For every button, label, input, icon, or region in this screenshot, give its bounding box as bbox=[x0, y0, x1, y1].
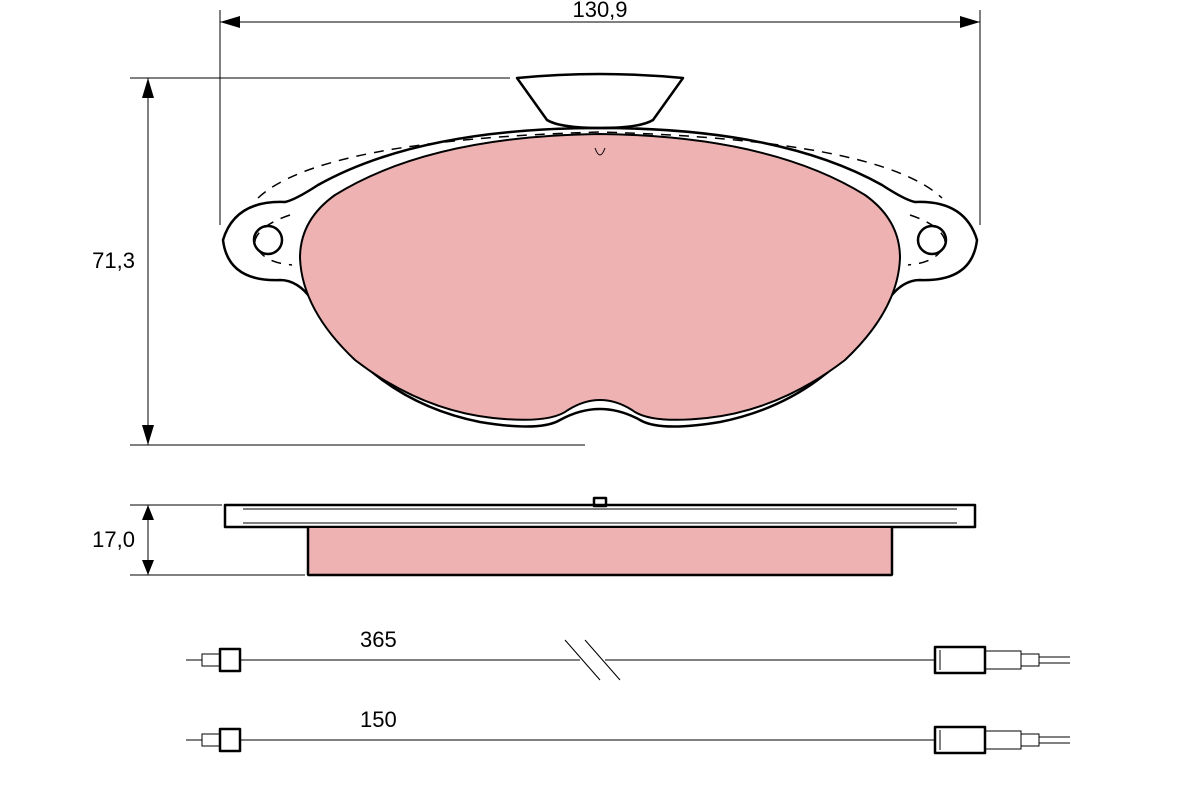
friction-material-front bbox=[300, 134, 900, 420]
cable-150-label: 150 bbox=[360, 707, 397, 732]
mounting-hole-right bbox=[918, 226, 946, 254]
mounting-hole-left bbox=[254, 226, 282, 254]
dimension-thickness-value: 17,0 bbox=[92, 527, 135, 552]
wear-sensor-cable-150: 150 bbox=[186, 707, 1070, 753]
cable-150-left-connector bbox=[186, 729, 240, 751]
cable-365-right-connector bbox=[935, 647, 1070, 673]
brake-pad-side-view bbox=[225, 498, 975, 575]
wear-sensor-cable-365: 365 bbox=[186, 627, 1070, 680]
hidden-edge-ear-right bbox=[908, 215, 945, 265]
hidden-edge-ear-left bbox=[255, 215, 292, 265]
dimension-thickness: 17,0 bbox=[92, 505, 305, 575]
brake-pad-front-view bbox=[223, 74, 977, 427]
friction-material-side bbox=[308, 527, 892, 575]
dimension-width-value: 130,9 bbox=[572, 0, 627, 22]
backing-plate-tab bbox=[517, 74, 683, 128]
cable-150-right-connector bbox=[935, 727, 1070, 753]
cable-365-label: 365 bbox=[360, 627, 397, 652]
technical-drawing: 130,9 71,3 bbox=[0, 0, 1200, 800]
cable-365-left-connector bbox=[186, 649, 240, 671]
backing-plate-side bbox=[225, 505, 975, 527]
dimension-height-value: 71,3 bbox=[92, 248, 135, 273]
